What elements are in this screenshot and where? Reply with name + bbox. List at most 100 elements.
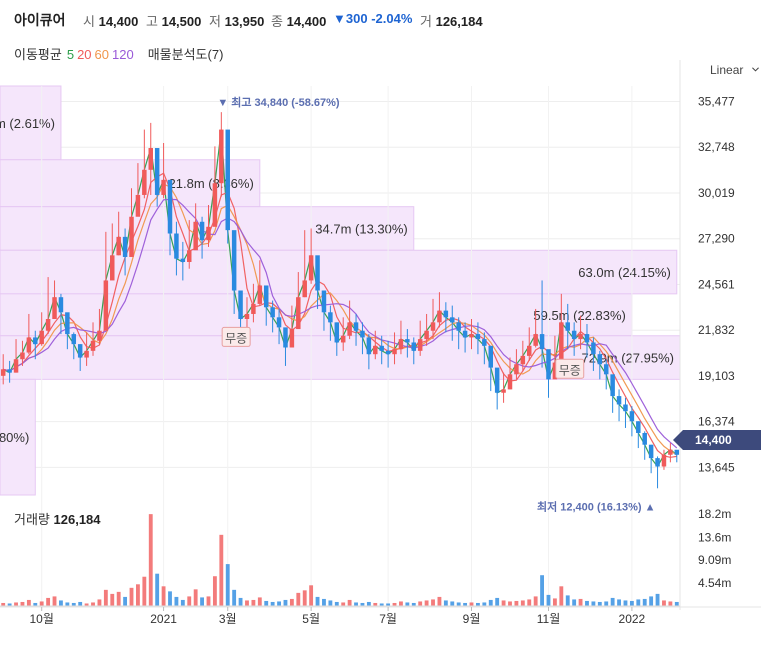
volume-bar — [604, 601, 609, 606]
candle-body — [334, 322, 340, 343]
candle-body — [475, 334, 481, 340]
candle-body — [584, 334, 590, 343]
volume-bar — [7, 603, 12, 606]
low-label: 저 13,950 — [209, 14, 265, 29]
candle-body — [571, 330, 577, 340]
volume-bar — [116, 591, 121, 606]
volume-bar — [629, 600, 634, 606]
candle-body — [623, 404, 628, 412]
candle-body — [71, 334, 77, 345]
candle-body — [45, 318, 51, 331]
volume-bar — [572, 599, 577, 606]
volume-bar — [20, 601, 25, 606]
volume-bar — [533, 596, 538, 606]
volume-bar — [14, 602, 18, 606]
candle-body — [488, 345, 493, 368]
candle-body — [129, 216, 134, 257]
chevron-down-icon[interactable] — [752, 66, 759, 73]
volume-bar — [399, 601, 403, 606]
candle-body — [244, 313, 250, 319]
volume-profile-label: 72.9m (27.95%) — [582, 351, 675, 366]
candle-body — [603, 364, 609, 375]
volume-bar — [379, 603, 384, 606]
candle-body — [110, 255, 115, 281]
volume-bar — [642, 598, 647, 606]
y-tick-label: 19,103 — [698, 369, 735, 383]
candle-body — [0, 369, 6, 376]
volume-profile-label: 6.81m (2.61%) — [0, 116, 55, 131]
candle-body — [385, 350, 391, 355]
candle-body — [33, 337, 38, 345]
volume-bar — [103, 589, 108, 606]
volume-bar — [225, 564, 230, 606]
close-label: 종 14,400 — [271, 14, 327, 29]
candle-body — [167, 179, 173, 234]
x-tick-label: 2021 — [150, 612, 177, 626]
x-tick-label: 7월 — [379, 612, 397, 626]
volume-bar — [662, 600, 666, 606]
volume-bar — [168, 591, 172, 606]
candle-body — [578, 334, 583, 340]
volume-bar — [649, 596, 654, 606]
candle-body — [565, 322, 570, 331]
volume-profile-label: 63.0m (24.15%) — [578, 265, 671, 280]
volume-bar — [520, 600, 525, 606]
candle-body — [648, 444, 654, 459]
candle-body — [501, 389, 506, 393]
volume-bar — [463, 602, 468, 606]
volume-profile-toggle[interactable]: 매물분석도(7) — [147, 47, 224, 62]
x-tick-label: 10월 — [30, 612, 54, 626]
moving-average-legend[interactable]: 이동평균 5 20 60 120 매물분석도(7) — [14, 44, 228, 63]
ma-20-line — [3, 172, 677, 458]
volume-bar — [636, 599, 641, 606]
candle-body — [308, 255, 314, 281]
ma-5: 5 — [66, 47, 75, 62]
volume-bar — [161, 586, 166, 606]
volume-bar — [78, 601, 83, 606]
volume-bar — [469, 602, 474, 606]
candle-body — [39, 330, 44, 345]
volume-bar — [315, 596, 320, 606]
candle-body — [520, 355, 526, 365]
x-tick-label: 9월 — [463, 612, 481, 626]
volume-bar — [450, 601, 455, 606]
candle-body — [379, 345, 384, 351]
scale-selector[interactable]: Linear — [710, 63, 744, 77]
quote-header: 아이큐어 시 14,400 고 14,500 저 13,950 종 14,400… — [0, 0, 761, 38]
volume-bar — [212, 576, 217, 606]
ma-5-line — [2, 129, 678, 468]
volume-bar — [187, 596, 192, 606]
volume-bar — [488, 599, 493, 606]
volume-bar — [206, 596, 211, 606]
volume-bar — [565, 595, 570, 606]
event-marker — [221, 326, 251, 347]
candle-body — [270, 307, 275, 318]
volume-bar — [552, 598, 557, 606]
candle-body — [340, 335, 346, 343]
volume-bar — [623, 600, 628, 606]
y-tick-label: 16,374 — [698, 415, 735, 429]
min-annotation: 최저 12,400 (16.13%) ▲ — [537, 499, 656, 513]
open-value: 14,400 — [98, 14, 139, 29]
y-tick-label: 13,645 — [698, 460, 735, 474]
volume-bar — [91, 602, 95, 606]
volume-profile-label: 34.7m (13.30%) — [315, 221, 408, 236]
candle-body — [238, 290, 243, 319]
close-value: 14,400 — [286, 14, 327, 29]
x-tick-label: 11월 — [537, 612, 561, 626]
candle-body — [559, 322, 564, 363]
candle-body — [135, 194, 141, 217]
volume-tick-label: 9.09m — [698, 553, 731, 567]
candle-body — [597, 354, 603, 365]
volume-bar — [309, 585, 314, 606]
stock-name: 아이큐어 — [14, 12, 66, 28]
candle-body — [174, 233, 179, 259]
candle-body — [225, 129, 230, 231]
y-tick-label: 21,832 — [698, 323, 735, 337]
ma-120: 120 — [112, 47, 134, 62]
candle-body — [591, 342, 596, 355]
volume-bar — [59, 600, 63, 606]
y-tick-label: 24,561 — [698, 277, 735, 291]
candle-body — [674, 449, 680, 455]
